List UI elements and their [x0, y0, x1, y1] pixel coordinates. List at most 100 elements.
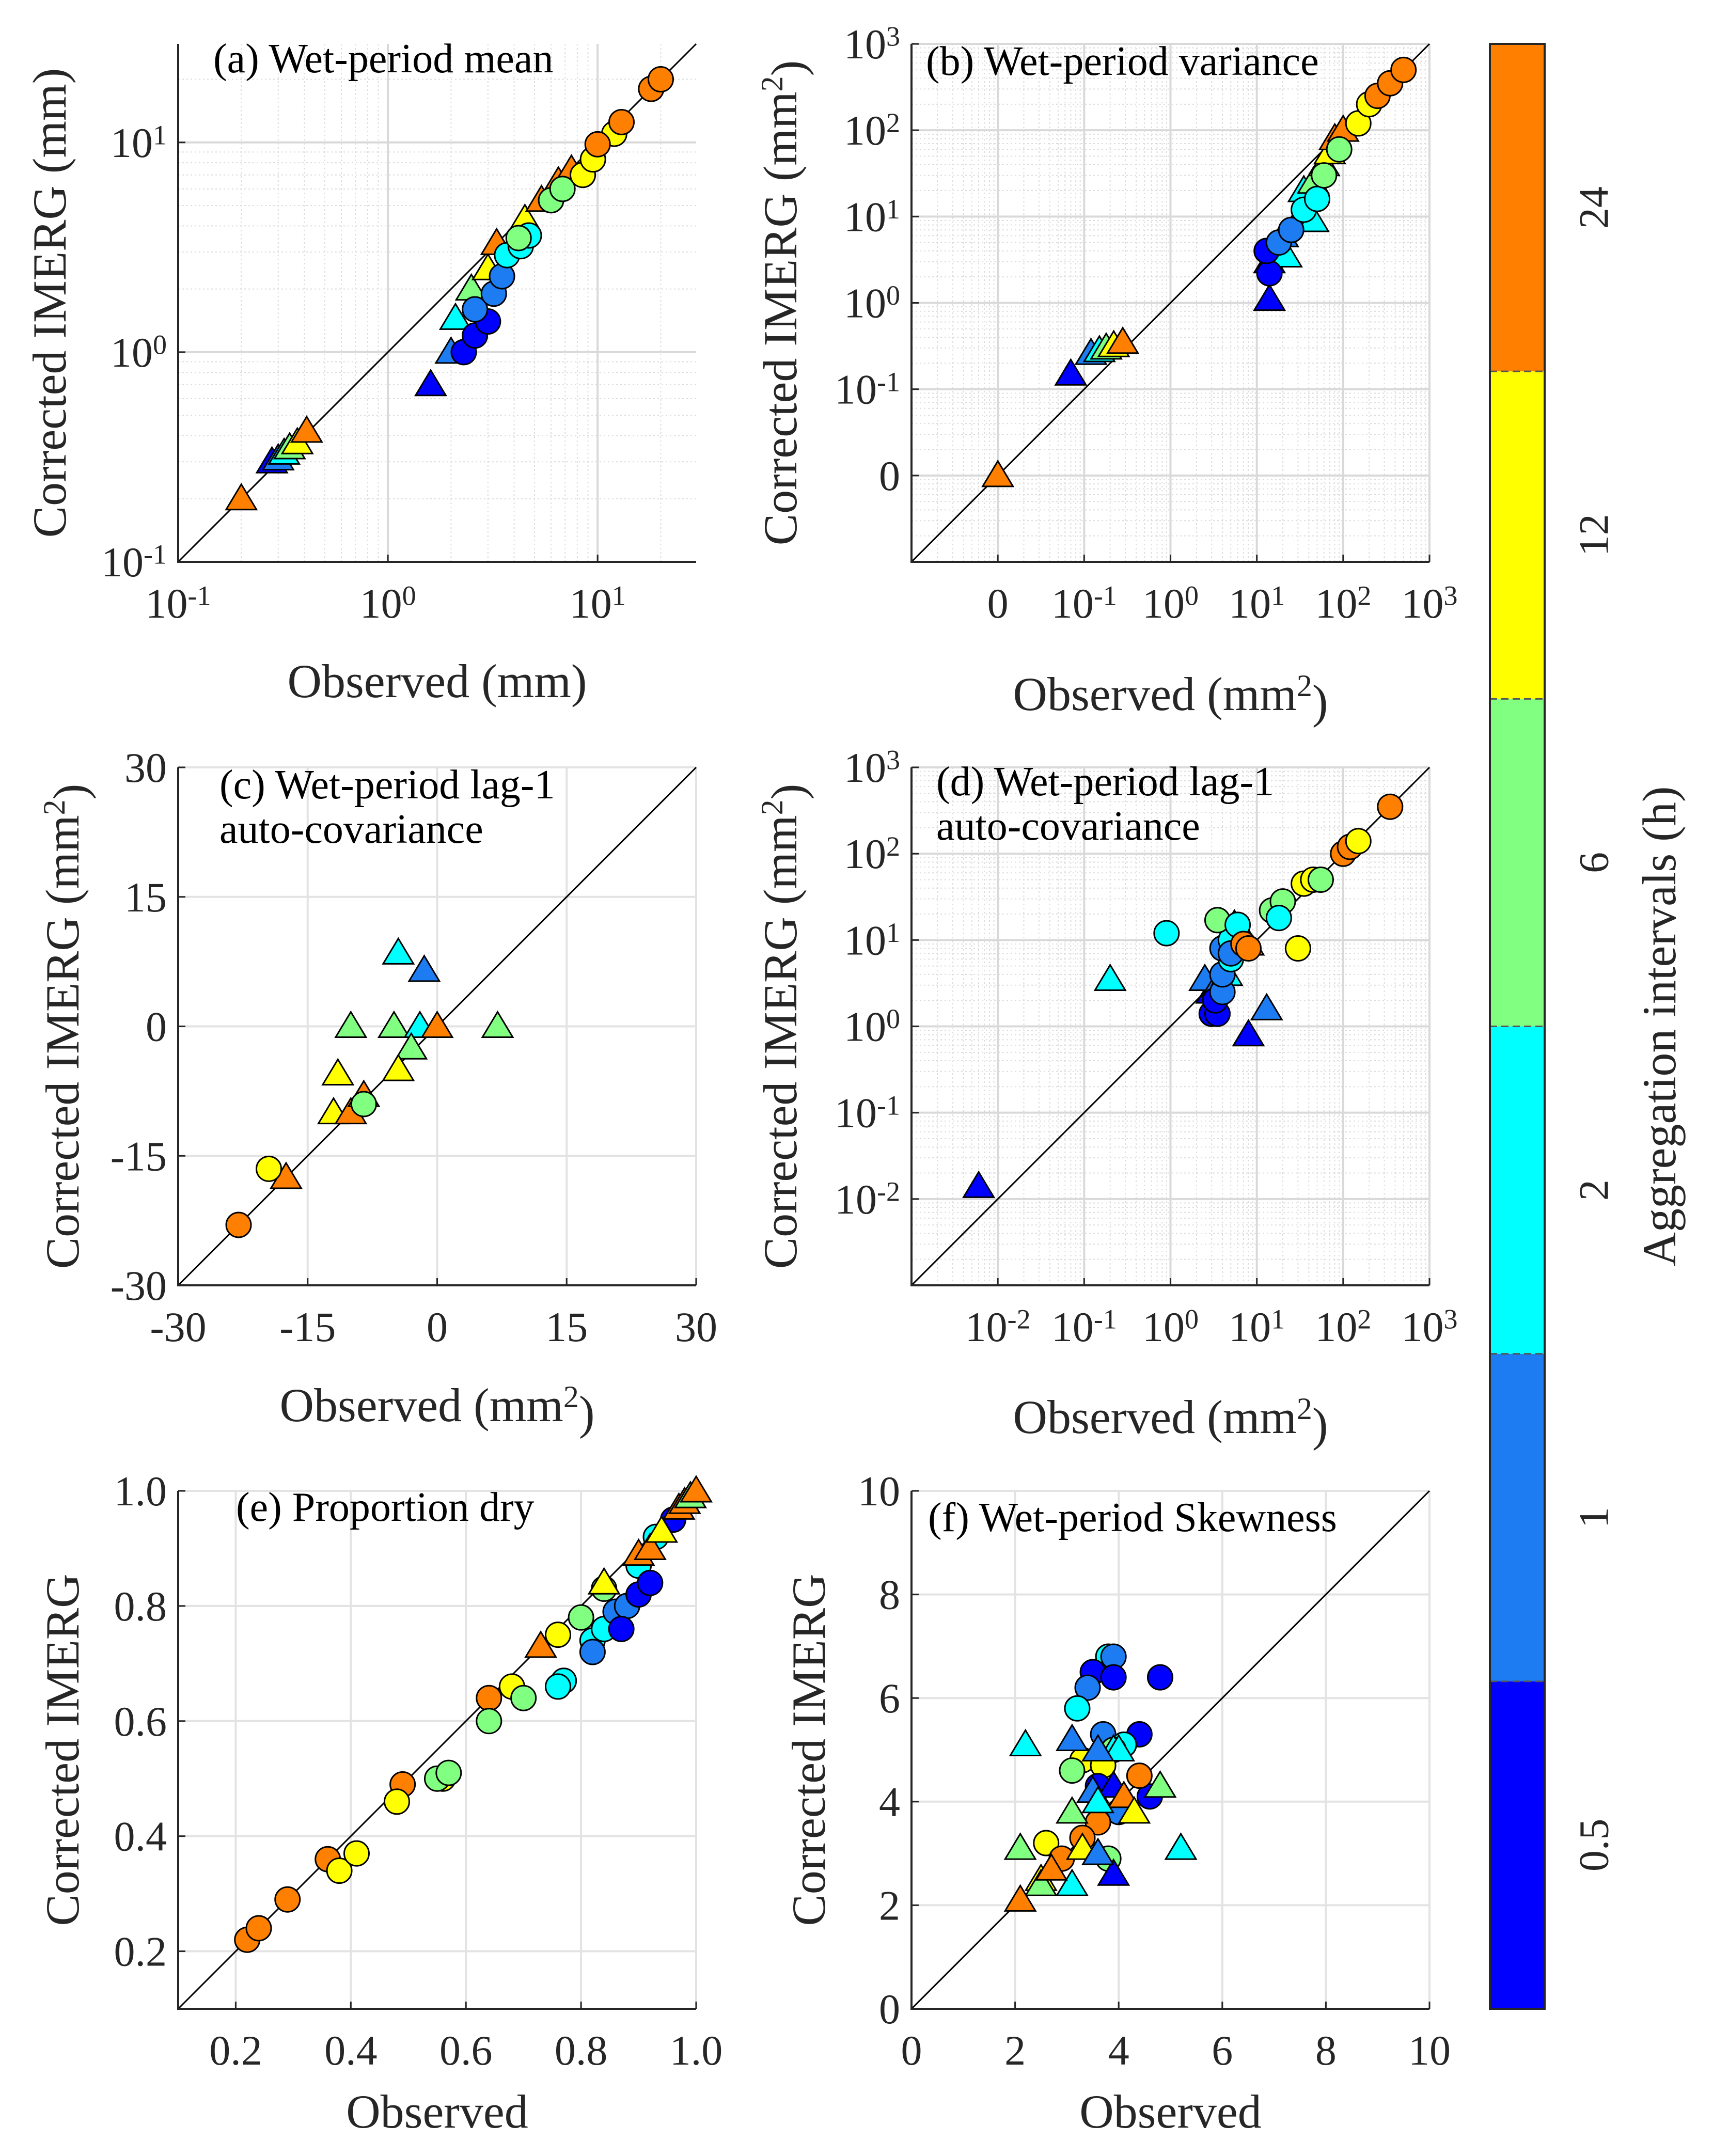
gridlines	[178, 1490, 697, 2009]
data-point-triangle	[633, 1532, 667, 1560]
data-point-triangle	[679, 1475, 713, 1503]
one-to-one-line	[910, 1490, 1431, 2010]
data-point-circle	[326, 1858, 353, 1884]
y-tick-label: 15	[124, 874, 167, 921]
panel-b: 0 10-1 100 101 102 103 0 10-1 100 101 102 103 Observ…	[754, 21, 1457, 728]
x-axis-label: Observed	[1079, 2085, 1262, 2138]
x-axis-label: Observed (mm2)	[280, 1379, 595, 1439]
y-tick-label: 102	[844, 107, 900, 154]
data-point-triangle	[1106, 326, 1140, 354]
x-axis-label: Observed (mm2)	[1013, 1391, 1328, 1451]
y-tick-label: 1.0	[114, 1468, 167, 1515]
data-point-circle	[584, 131, 611, 158]
colorbar-label: Aggregation intervals (h)	[1633, 786, 1686, 1267]
data-point-triangle	[1055, 1796, 1089, 1824]
x-tick-label: 0.4	[324, 2027, 378, 2074]
x-axis-label: Observed (mm)	[288, 655, 587, 707]
data-point-circle	[1307, 866, 1334, 893]
x-tick-label: 0	[901, 2027, 922, 2074]
data-point-triangle	[395, 1032, 428, 1060]
data-point-circle	[579, 1639, 606, 1665]
data-point-circle	[1326, 136, 1353, 163]
x-tick-label: 30	[675, 1303, 717, 1350]
x-axis-label: Observed (mm2)	[1013, 668, 1328, 728]
data-point-triangle	[321, 1058, 355, 1085]
y-tick-label: 100	[111, 329, 167, 376]
colorbar-tick-label: 0.5	[1570, 1819, 1617, 1872]
panel-title: (c) Wet-period lag-1	[219, 762, 555, 808]
data-point-circle	[225, 1211, 252, 1238]
colorbar-segment	[1490, 1354, 1545, 1681]
data-point-triangle	[382, 1053, 415, 1081]
data-point-triangle	[1097, 1858, 1130, 1886]
axes-frame	[177, 1491, 696, 2010]
tick-labels: 0 10-1 100 101 102 103 0 10-1 100 101 102 103	[835, 21, 1457, 627]
data-point-circle	[510, 1685, 537, 1711]
data-point-triangle	[1143, 1770, 1177, 1798]
data-point-triangle	[981, 459, 1015, 487]
x-tick-label: 100	[1142, 580, 1199, 627]
y-tick-label: 100	[844, 1003, 900, 1050]
colorbar-tick-label: 12	[1570, 514, 1617, 556]
panel-title: (a) Wet-period mean	[213, 36, 553, 82]
y-tick-label: 0.8	[114, 1583, 167, 1630]
y-axis-label: Corrected IMERG (mm2)	[36, 784, 96, 1269]
y-tick-label: 6	[879, 1675, 900, 1722]
data-point-circle	[1265, 905, 1292, 932]
data-point-circle	[545, 1673, 572, 1700]
data-point-circle	[274, 1886, 301, 1913]
y-axis-label: Corrected IMERG (mm2)	[754, 784, 814, 1269]
x-tick-label: 0	[987, 580, 1009, 627]
y-tick-label: 0.6	[114, 1698, 167, 1745]
x-axis-label: Observed	[346, 2085, 528, 2138]
data-point-triangle	[1081, 1734, 1115, 1761]
data-point-triangle	[962, 1170, 996, 1198]
data-point-triangle	[407, 954, 441, 982]
panel-title: (f) Wet-period Skewness	[928, 1495, 1337, 1540]
panel-title-line2: auto-covariance	[219, 807, 483, 852]
data-point-circle	[549, 176, 576, 202]
data-point-triangle	[645, 1515, 679, 1543]
y-tick-label: 103	[844, 21, 900, 68]
gridlines	[177, 766, 697, 1286]
tick-labels: 10-1 100 101 10-1 100 101	[101, 119, 626, 627]
data-point-circle	[1235, 935, 1262, 962]
data-point-triangle	[481, 1010, 514, 1038]
tick-labels: -30 -15 0 15 30 -30 -15 0 15 30	[111, 744, 717, 1350]
colorbar-tick-label: 24	[1570, 186, 1617, 229]
data-point-circle	[1033, 1830, 1060, 1856]
data-point-circle	[1100, 1664, 1127, 1691]
data-point-triangle	[524, 1630, 558, 1658]
data-point-circle	[435, 1759, 462, 1786]
data-point-circle	[350, 1091, 377, 1118]
data-point-triangle	[1034, 1853, 1068, 1881]
x-tick-label: 0.6	[439, 2027, 493, 2074]
data-point-circle	[1345, 828, 1372, 855]
data-point-circle	[545, 1622, 572, 1648]
y-tick-label: -15	[111, 1132, 167, 1179]
y-tick-label: 101	[844, 917, 900, 964]
y-tick-label: 0	[879, 452, 900, 499]
x-tick-label: 10	[1408, 2027, 1451, 2074]
y-tick-label: 102	[844, 830, 900, 877]
x-tick-label: 10-1	[1051, 1303, 1117, 1350]
y-axis-label: Corrected IMERG	[36, 1573, 89, 1926]
y-tick-label: 2	[879, 1882, 900, 1929]
y-tick-label: 101	[844, 193, 900, 240]
data-point-circle	[1126, 1762, 1153, 1789]
colorbar-segment	[1490, 1026, 1545, 1354]
data-point-circle	[568, 1604, 594, 1631]
y-tick-label: 101	[111, 119, 167, 166]
colorbar-tick-label: 1	[1570, 1507, 1617, 1528]
y-tick-label: 8	[879, 1571, 900, 1618]
data-points	[1003, 1643, 1198, 1912]
data-point-circle	[383, 1788, 410, 1815]
x-tick-label: 2	[1004, 2027, 1026, 2074]
data-point-triangle	[420, 1010, 454, 1038]
data-points	[962, 793, 1404, 1198]
panel-c: -30 -15 0 15 30 -30 -15 0 15 30 Observed (mm2) Corr…	[36, 744, 717, 1439]
panel-title: (b) Wet-period variance	[926, 39, 1319, 84]
data-point-circle	[343, 1840, 370, 1867]
